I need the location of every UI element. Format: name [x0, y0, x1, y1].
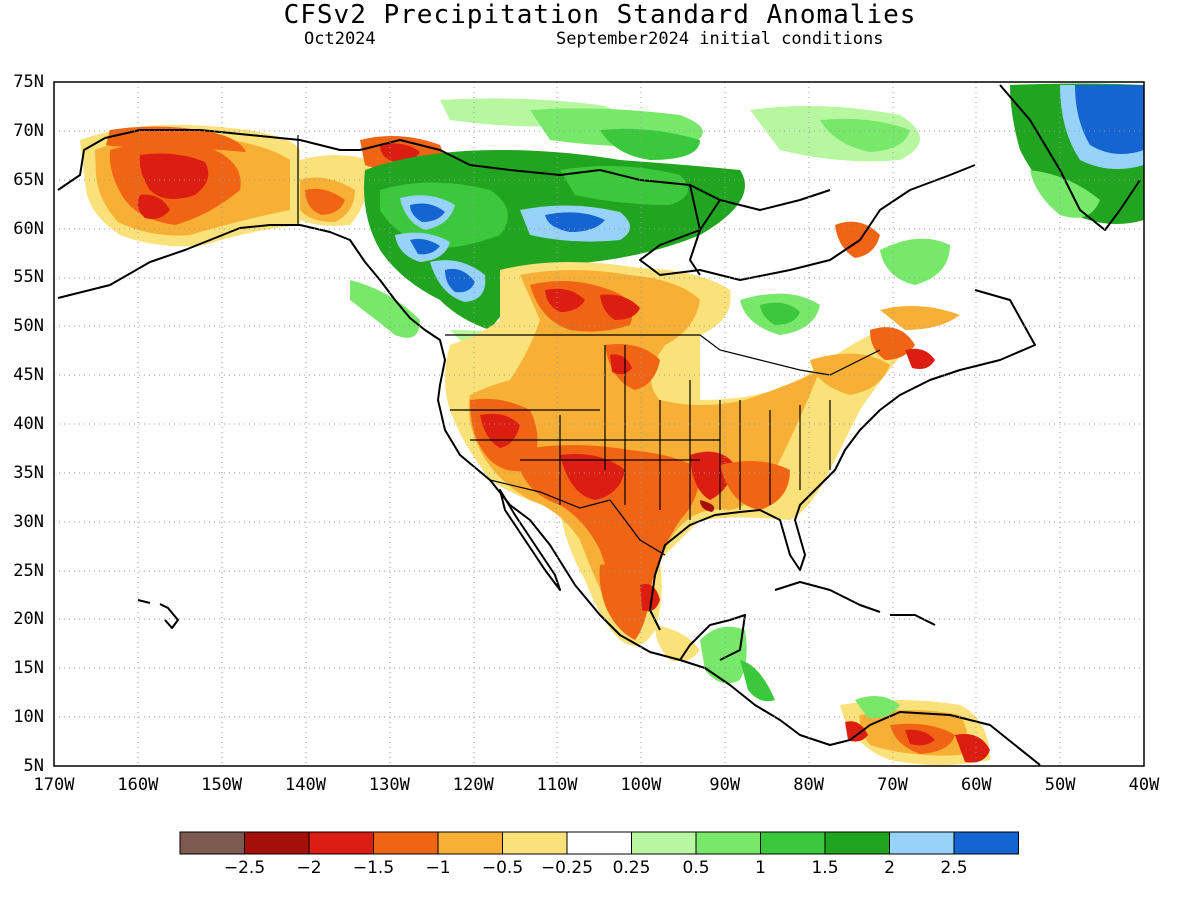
initial-conditions-label: September2024 initial conditions	[556, 29, 884, 49]
lon-label: 90W	[709, 775, 741, 795]
legend-swatch	[824, 831, 890, 855]
forecast-month: Oct2024	[304, 29, 376, 49]
lon-label: 160W	[117, 775, 159, 795]
legend-label: 1	[755, 858, 766, 878]
canada-arctic-coast	[359, 139, 976, 281]
hudson-bay	[689, 184, 831, 276]
legend-label: −1	[425, 858, 451, 878]
us-state-grid	[450, 345, 831, 520]
lat-label: 20N	[13, 609, 44, 630]
us-canada-border	[445, 334, 881, 376]
legend-label: −2.5	[223, 858, 266, 878]
legend-swatch	[373, 831, 439, 855]
lon-label: 170W	[33, 775, 75, 795]
lon-label: 130W	[368, 775, 410, 795]
lat-label: 40N	[13, 414, 44, 434]
legend-label: 1.5	[811, 858, 839, 878]
graticule	[54, 82, 1144, 766]
legend-swatch	[179, 831, 245, 855]
lat-label: 70N	[13, 120, 44, 141]
legend-label: −2	[296, 858, 322, 878]
lon-label: 40W	[1128, 775, 1160, 795]
lat-label: 25N	[13, 560, 44, 581]
lon-label: 110W	[536, 775, 578, 795]
lat-label: 5N	[23, 756, 44, 776]
legend-swatch	[437, 831, 503, 855]
lon-label: 100W	[620, 775, 662, 795]
hispaniola	[890, 614, 936, 626]
lat-label: 60N	[13, 218, 44, 239]
legend-swatch	[244, 831, 310, 855]
lon-label: 70W	[877, 775, 908, 795]
legend-label: 0.5	[682, 858, 710, 878]
map-frame	[53, 81, 1145, 767]
alaska-coastline	[57, 224, 1041, 766]
legend-swatch	[566, 831, 632, 855]
legend-swatch	[760, 831, 826, 855]
legend-swatch	[695, 831, 761, 855]
lat-label: 55N	[13, 267, 44, 288]
lat-label: 10N	[13, 707, 44, 728]
legend-label: −0.25	[540, 858, 594, 878]
legend-label: 2.5	[940, 858, 968, 878]
hawaii	[137, 599, 179, 629]
yucatan	[679, 614, 746, 661]
lat-label: 75N	[13, 72, 44, 92]
lat-label: 45N	[13, 365, 44, 386]
lon-label: 50W	[1044, 775, 1076, 795]
legend-swatch	[631, 831, 697, 855]
canada-wet-anomaly	[350, 83, 1144, 370]
lon-label: 60W	[960, 775, 992, 795]
lat-label: 30N	[13, 511, 44, 532]
lon-label: 140W	[285, 775, 326, 795]
lat-label: 35N	[13, 462, 44, 483]
legend-label: −0.5	[481, 858, 524, 878]
legend-swatch	[502, 831, 568, 855]
legend-swatch	[953, 831, 1019, 855]
lon-label: 150W	[201, 775, 243, 795]
lat-label: 50N	[13, 316, 44, 337]
chart-title: CFSv2 Precipitation Standard Anomalies	[283, 0, 917, 30]
legend-label: 2	[884, 858, 895, 878]
alaska-dry-anomaly	[80, 124, 300, 247]
lon-label: 80W	[793, 775, 824, 795]
baja-california	[499, 489, 561, 591]
legend-swatch	[308, 831, 374, 855]
legend-label: 0.25	[612, 858, 651, 878]
coastlines	[57, 84, 1141, 766]
legend-swatch	[889, 831, 955, 855]
cuba	[774, 581, 881, 613]
lat-label: 65N	[13, 169, 44, 190]
east-coast	[649, 289, 1036, 631]
legend-label: −1.5	[352, 858, 395, 878]
alaska-north-coast	[57, 129, 360, 191]
color-legend	[179, 831, 1019, 855]
us-mexico-border	[489, 479, 666, 556]
lat-label: 15N	[13, 658, 44, 679]
greenland-coast	[999, 84, 1141, 231]
lon-label: 120W	[452, 775, 494, 795]
political-borders	[297, 135, 881, 556]
